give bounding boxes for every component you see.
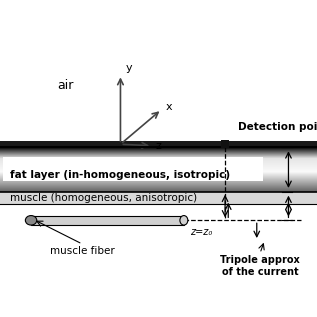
Text: muscle (homogeneous, anisotropic): muscle (homogeneous, anisotropic) <box>10 193 197 203</box>
Bar <box>31 216 184 225</box>
Text: muscle fiber: muscle fiber <box>50 246 115 256</box>
Text: Tripole approx
of the current: Tripole approx of the current <box>220 255 300 277</box>
Text: z=z₀: z=z₀ <box>190 227 212 237</box>
Text: Detection point: Detection point <box>238 122 317 132</box>
Ellipse shape <box>25 216 37 225</box>
Text: y: y <box>125 63 132 73</box>
Ellipse shape <box>180 216 188 225</box>
Text: z: z <box>156 141 162 151</box>
Bar <box>3 157 263 181</box>
Bar <box>0 141 317 147</box>
Bar <box>0 192 317 204</box>
Text: fat layer (in-homogeneous, isotropic): fat layer (in-homogeneous, isotropic) <box>10 170 230 180</box>
Bar <box>221 140 229 148</box>
Text: air: air <box>57 79 74 92</box>
Text: x: x <box>165 102 172 112</box>
